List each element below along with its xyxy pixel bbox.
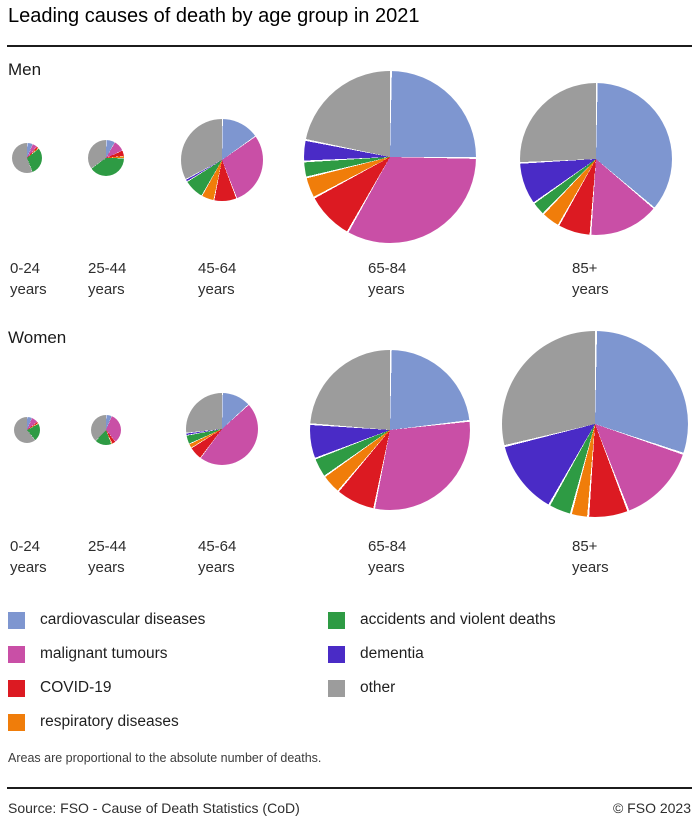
pie-men-45-64 <box>181 119 263 201</box>
legend-item-respiratory: respiratory diseases <box>8 713 179 731</box>
legend-swatch-other <box>328 679 345 697</box>
pie-men-65-84 <box>304 71 476 243</box>
pie-women-65-84 <box>310 350 470 510</box>
age-label-women-0-24: 0-24 years <box>10 538 47 576</box>
age-label-women-65-84: 65-84 years <box>368 538 407 576</box>
legend-item-covid-19: COVID-19 <box>8 679 112 697</box>
footer-source: Source: FSO - Cause of Death Statistics … <box>8 800 300 816</box>
legend-swatch-cardiovascular <box>8 611 25 629</box>
pie-men-85plus <box>520 83 672 235</box>
page-title: Leading causes of death by age group in … <box>8 5 420 27</box>
legend-label-covid-19: COVID-19 <box>40 679 112 696</box>
legend-item-dementia: dementia <box>328 645 424 663</box>
group-label-women: Women <box>8 328 67 347</box>
age-label-men-45-64: 45-64 years <box>198 260 237 298</box>
legend-swatch-accidents <box>328 611 345 629</box>
legend-item-malignant-tumours: malignant tumours <box>8 645 168 663</box>
legend-label-accidents: accidents and violent deaths <box>360 611 556 628</box>
age-label-men-65-84: 65-84 years <box>368 260 407 298</box>
pie-men-25-44 <box>88 140 124 176</box>
footer-divider <box>7 787 692 789</box>
pie-men-0-24 <box>12 143 42 173</box>
age-label-women-45-64: 45-64 years <box>198 538 237 576</box>
age-label-men-0-24: 0-24 years <box>10 260 47 298</box>
age-label-men-25-44: 25-44 years <box>88 260 127 298</box>
chart-footnote: Areas are proportional to the absolute n… <box>8 751 322 765</box>
legend-swatch-respiratory <box>8 713 25 731</box>
legend-item-accidents: accidents and violent deaths <box>328 611 556 629</box>
footer-copyright: © FSO 2023 <box>612 800 691 816</box>
legend-label-other: other <box>360 679 396 696</box>
legend-label-respiratory: respiratory diseases <box>40 713 179 730</box>
legend-label-malignant-tumours: malignant tumours <box>40 645 168 662</box>
legend-swatch-dementia <box>328 645 345 663</box>
pie-women-0-24 <box>14 417 40 443</box>
legend-swatch-covid-19 <box>8 679 25 697</box>
pie-women-85plus <box>502 331 688 517</box>
legend-item-other: other <box>328 679 395 697</box>
pie-women-25-44 <box>91 415 121 445</box>
legend-item-cardiovascular: cardiovascular diseases <box>8 611 205 629</box>
legend-label-dementia: dementia <box>360 645 424 662</box>
age-label-women-25-44: 25-44 years <box>88 538 127 576</box>
age-label-women-85plus: 85+ years <box>572 538 609 576</box>
age-label-men-85plus: 85+ years <box>572 260 609 298</box>
title-divider <box>7 45 692 47</box>
legend-swatch-malignant-tumours <box>8 645 25 663</box>
pie-women-45-64 <box>186 393 258 465</box>
legend-label-cardiovascular: cardiovascular diseases <box>40 611 206 628</box>
group-label-men: Men <box>8 60 42 79</box>
